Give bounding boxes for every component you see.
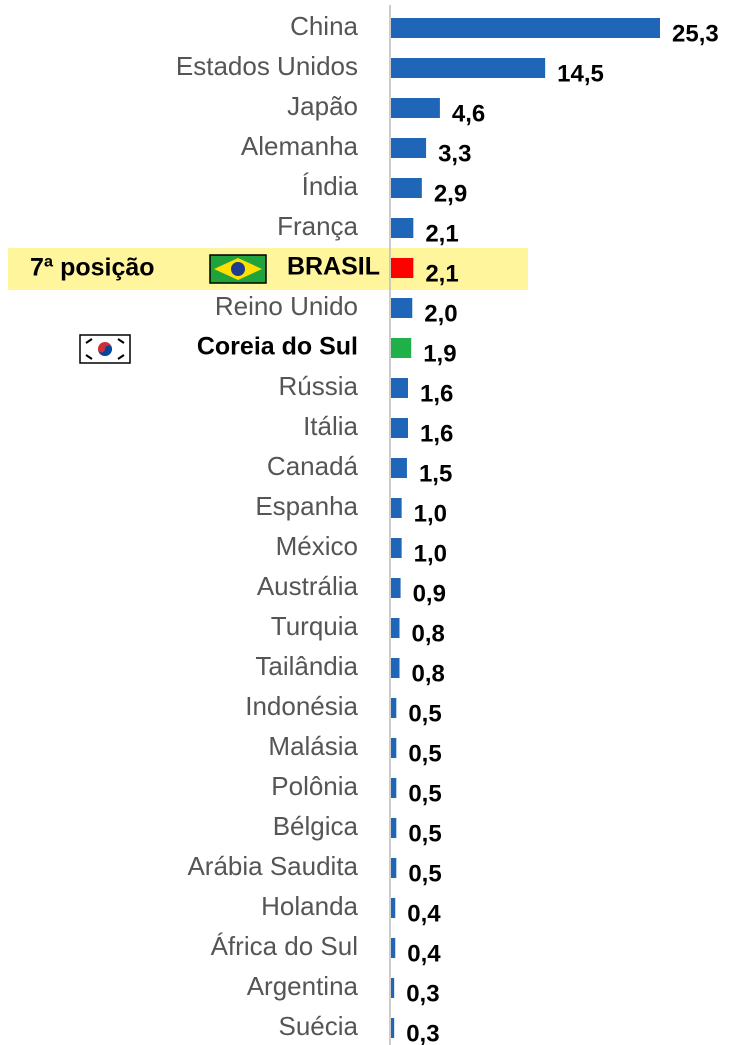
value-label: 2,0 xyxy=(424,300,457,327)
value-label: 1,0 xyxy=(414,540,447,567)
value-label: 3,3 xyxy=(438,140,471,167)
y-tick-label: Reino Unido xyxy=(215,291,358,321)
value-label: 2,9 xyxy=(434,180,467,207)
bar xyxy=(391,898,396,918)
y-tick-label: Itália xyxy=(303,411,358,441)
value-label: 0,3 xyxy=(406,1020,439,1045)
y-tick-label: Turquia xyxy=(271,611,359,641)
value-label: 0,5 xyxy=(408,740,441,767)
y-tick-label: Arábia Saudita xyxy=(187,851,358,881)
value-label: 1,5 xyxy=(419,460,452,487)
value-label: 0,3 xyxy=(406,980,439,1007)
value-label: 1,0 xyxy=(414,500,447,527)
annotation: 7ª posição xyxy=(30,254,155,282)
bar xyxy=(391,978,395,998)
bar xyxy=(391,298,413,318)
value-label: 1,6 xyxy=(420,420,453,447)
y-tick-label: Alemanha xyxy=(241,131,359,161)
bar xyxy=(391,658,400,678)
bar xyxy=(391,578,401,598)
y-tick-label: Estados Unidos xyxy=(176,51,358,81)
bar xyxy=(391,498,402,518)
y-tick-label: Bélgica xyxy=(273,811,359,841)
bar xyxy=(391,818,397,838)
flag-korea xyxy=(79,334,131,364)
y-tick-label: França xyxy=(277,211,358,241)
highlight-band xyxy=(8,248,528,290)
y-tick-label: Canadá xyxy=(267,451,359,481)
y-tick-label: Argentina xyxy=(247,971,359,1001)
value-label: 0,9 xyxy=(413,580,446,607)
bar xyxy=(391,538,402,558)
y-tick-label: África do Sul xyxy=(211,931,358,961)
value-label: 2,1 xyxy=(425,260,458,287)
y-tick-label: Espanha xyxy=(255,491,358,521)
value-label: 4,6 xyxy=(452,100,485,127)
bar xyxy=(391,418,409,438)
bar xyxy=(391,338,412,358)
value-label: 2,1 xyxy=(425,220,458,247)
bar xyxy=(391,258,414,278)
value-label: 0,5 xyxy=(408,780,441,807)
y-tick-label: Rússia xyxy=(279,371,359,401)
bar xyxy=(391,18,660,38)
y-tick-label: Índia xyxy=(302,171,359,201)
value-label: 0,8 xyxy=(412,660,445,687)
y-tick-label: Suécia xyxy=(279,1011,359,1041)
y-tick-label: Coreia do Sul xyxy=(197,333,358,361)
value-label: 25,3 xyxy=(672,20,719,47)
y-tick-label: China xyxy=(290,11,358,41)
bar xyxy=(391,98,440,118)
bar xyxy=(391,618,400,638)
value-label: 1,9 xyxy=(423,340,456,367)
value-label: 0,4 xyxy=(407,940,441,967)
bar xyxy=(391,138,427,158)
bar xyxy=(391,738,397,758)
bar xyxy=(391,58,546,78)
y-tick-label: Malásia xyxy=(268,731,358,761)
bar xyxy=(391,1018,395,1038)
bar xyxy=(391,178,422,198)
value-label: 14,5 xyxy=(557,60,604,87)
bar xyxy=(391,458,407,478)
value-label: 0,5 xyxy=(408,700,441,727)
y-tick-label: Holanda xyxy=(261,891,358,921)
value-label: 0,8 xyxy=(412,620,445,647)
value-label: 1,6 xyxy=(420,380,453,407)
y-tick-label: Japão xyxy=(287,91,358,121)
bar xyxy=(391,778,397,798)
bar xyxy=(391,938,396,958)
value-label: 0,5 xyxy=(408,820,441,847)
bar xyxy=(391,378,409,398)
y-tick-label: Austrália xyxy=(257,571,359,601)
value-label: 0,5 xyxy=(408,860,441,887)
flag-brazil xyxy=(209,254,267,284)
y-tick-label: Polônia xyxy=(271,771,358,801)
y-tick-label: Tailândia xyxy=(255,651,358,681)
value-label: 0,4 xyxy=(407,900,441,927)
y-tick-label: BRASIL xyxy=(287,253,380,281)
bar xyxy=(391,218,414,238)
y-tick-label: México xyxy=(276,531,358,561)
y-tick-label: Indonésia xyxy=(245,691,358,721)
bar xyxy=(391,858,397,878)
bar xyxy=(391,698,397,718)
